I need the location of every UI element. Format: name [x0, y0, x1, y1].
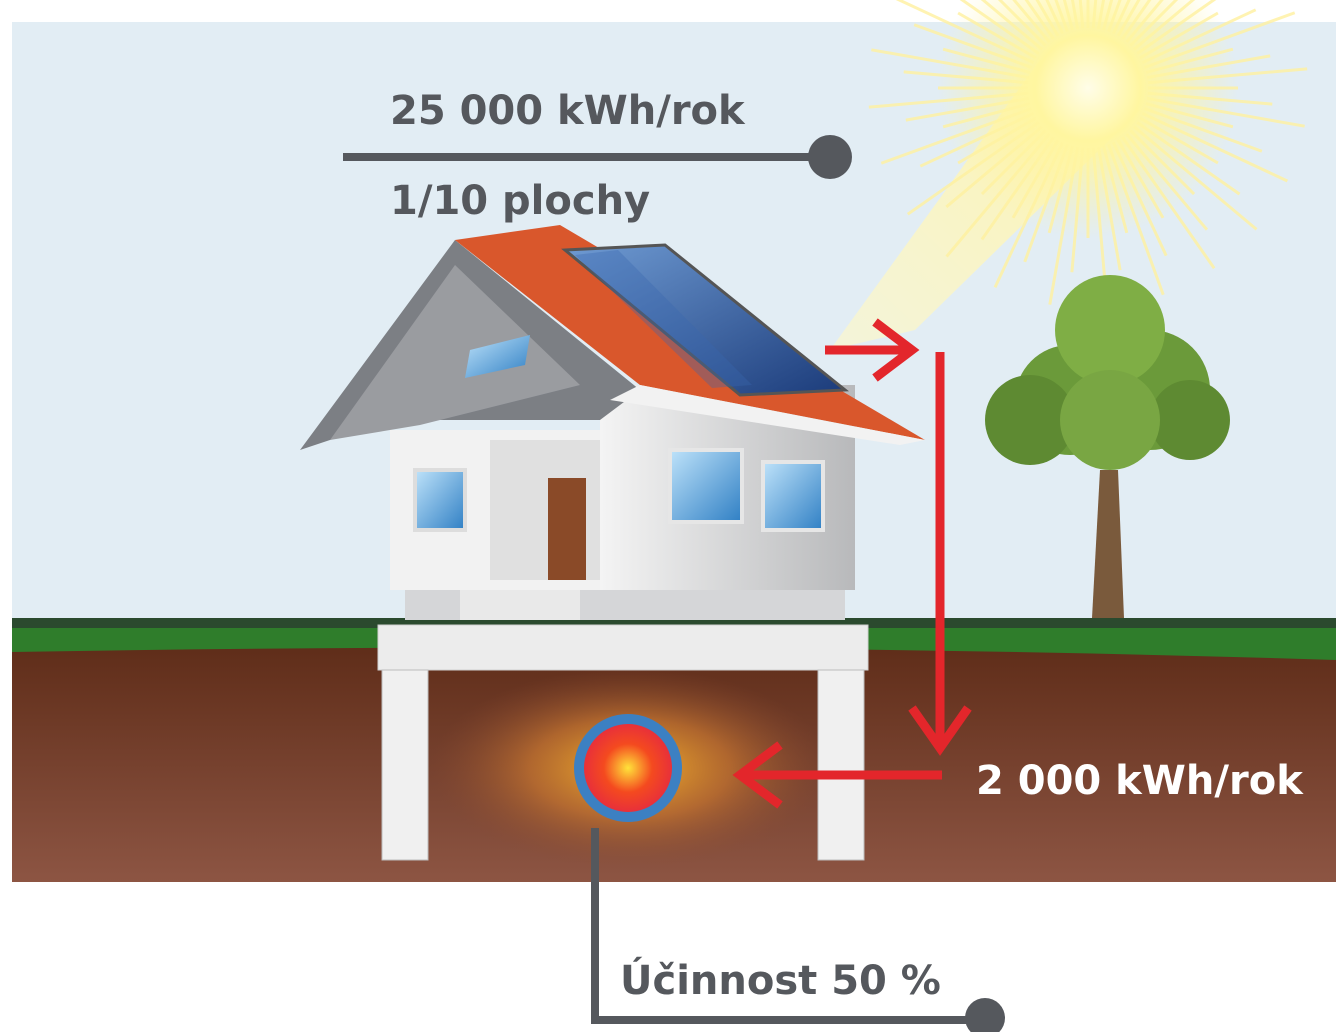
- solar-energy-label: 25 000 kWh/rok: [390, 88, 746, 134]
- callouts-part: [591, 828, 985, 1024]
- tree-part: [1055, 275, 1165, 385]
- energy-arrows-part: [908, 352, 972, 756]
- ground-part: [12, 618, 1336, 628]
- energy-arrows: [732, 318, 972, 809]
- house-part: [761, 460, 825, 532]
- stored-energy-label: 2 000 kWh/rok: [976, 758, 1304, 804]
- tree-part: [1092, 470, 1124, 618]
- callout-dot: [808, 135, 852, 179]
- house-part: [561, 243, 850, 397]
- house-part: [413, 468, 467, 532]
- house: [300, 225, 925, 861]
- sky-part: [938, 0, 1238, 238]
- house-part: [817, 669, 865, 861]
- tree-part: [1150, 380, 1230, 460]
- tree-part: [1060, 370, 1160, 470]
- house-part: [548, 478, 586, 580]
- house-part: [460, 590, 580, 620]
- efficiency-label: Účinnost 50 %: [620, 956, 941, 1004]
- energy-arrows-part: [732, 741, 942, 809]
- callouts: [343, 153, 985, 1024]
- house-part: [465, 335, 530, 378]
- area-label: 1/10 plochy: [390, 178, 650, 224]
- house-part: [668, 448, 744, 524]
- energy-arrows-part: [825, 318, 920, 382]
- house-part: [330, 265, 580, 440]
- house-part: [381, 669, 429, 861]
- house-part: [575, 250, 752, 388]
- callout-dot: [965, 998, 1005, 1032]
- heat-store-part: [584, 724, 672, 812]
- house-part: [610, 385, 925, 445]
- tree: [985, 275, 1230, 618]
- house-part: [377, 624, 869, 671]
- heat-store: [574, 714, 682, 822]
- tree-part: [985, 375, 1075, 465]
